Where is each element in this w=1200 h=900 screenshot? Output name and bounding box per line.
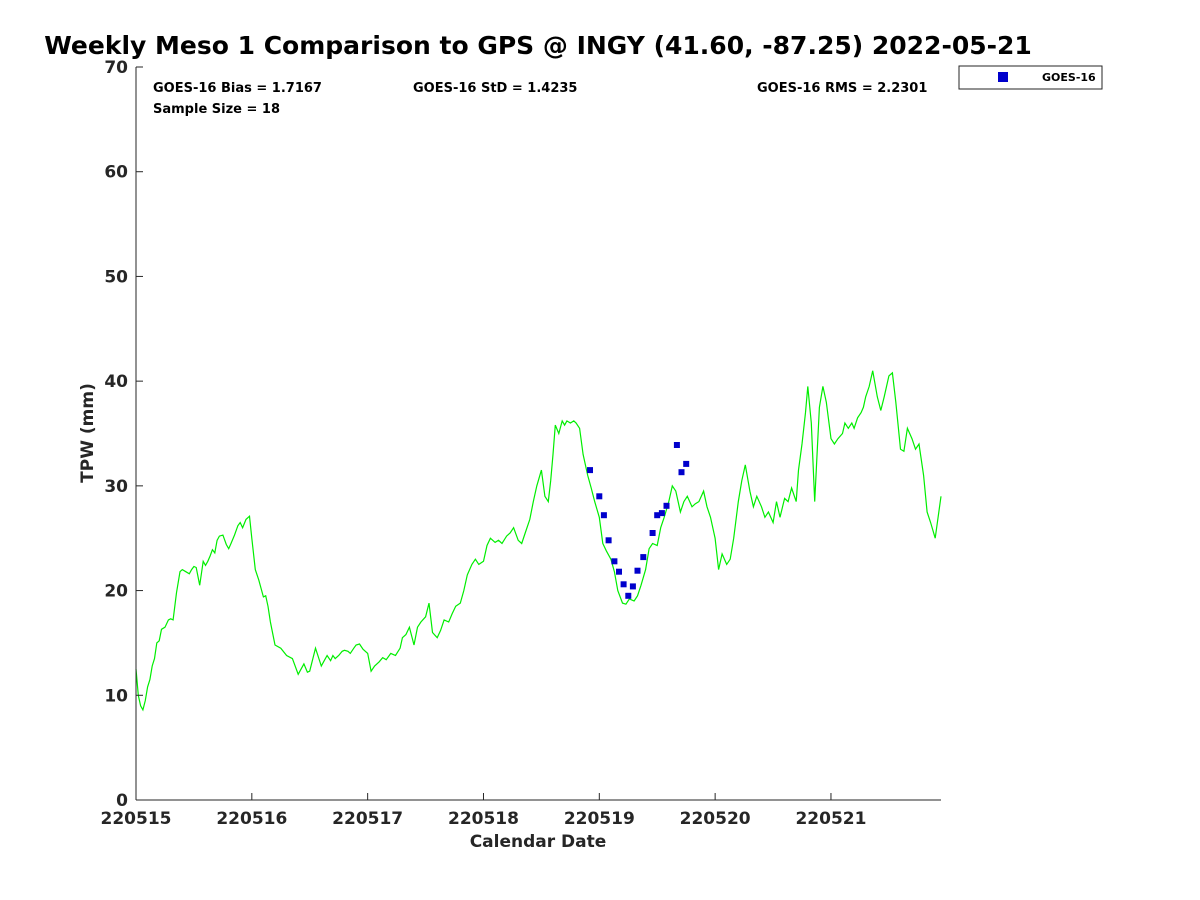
goes16-point: [654, 512, 661, 519]
stat-bias: GOES-16 Bias = 1.7167: [153, 81, 322, 96]
y-tick-label: 20: [104, 582, 128, 602]
x-axis-label: Calendar Date: [470, 832, 607, 852]
goes16-point: [649, 530, 656, 536]
y-tick-label: 30: [104, 477, 128, 497]
y-tick-label: 40: [104, 372, 128, 392]
gps-tpw-line: [135, 370, 942, 712]
legend-marker-goes16: [998, 72, 1008, 82]
goes16-point: [596, 493, 603, 500]
legend-box: [958, 65, 1103, 90]
chart-title: Weekly Meso 1 Comparison to GPS @ INGY (…: [44, 31, 1032, 60]
plot-background: [136, 67, 941, 800]
y-ticks: 0 10 20 30 40 50 60 70: [104, 58, 143, 811]
legend-label-goes16: GOES-16: [1042, 71, 1096, 84]
y-tick-label: 70: [104, 58, 128, 78]
goes16-point: [605, 537, 612, 544]
x-tick-label: 220517: [332, 809, 403, 829]
x-tick-label: 220518: [448, 809, 519, 829]
y-tick-label: 50: [104, 267, 128, 287]
plot-area: 0 10 20 30 40 50 60 70 220515 220516 220517 220518…: [101, 58, 942, 829]
y-tick-label: 0: [116, 791, 128, 811]
goes16-point: [587, 467, 593, 474]
goes16-point: [683, 460, 690, 467]
goes16-point: [600, 512, 607, 519]
goes16-markers-layer: [587, 442, 690, 599]
y-axis-label: TPW (mm): [78, 383, 98, 483]
goes16-point: [616, 568, 622, 575]
goes16-point: [620, 581, 627, 588]
goes16-point: [625, 592, 632, 599]
gps-line-layer: [135, 370, 942, 712]
y-tick-label: 60: [104, 163, 128, 183]
goes16-point: [634, 567, 641, 574]
stat-std: GOES-16 StD = 1.4235: [413, 81, 577, 96]
goes16-point: [658, 510, 665, 517]
goes16-point: [673, 442, 680, 448]
x-tick-label: 220519: [564, 809, 635, 829]
goes16-point: [678, 469, 685, 476]
stat-sample-size: Sample Size = 18: [153, 102, 280, 117]
legend: GOES-16: [958, 65, 1103, 90]
x-tick-label: 220520: [680, 809, 751, 829]
goes16-point: [640, 554, 647, 561]
stat-rms: GOES-16 RMS = 2.2301: [757, 81, 927, 96]
x-tick-label: 220515: [101, 809, 172, 829]
x-tick-label: 220516: [216, 809, 287, 829]
goes16-point: [629, 583, 636, 590]
goes16-point: [611, 558, 618, 565]
y-tick-label: 10: [104, 686, 128, 706]
goes16-point: [663, 502, 670, 509]
x-ticks: 220515 220516 220517 220518 220519 220520 2205…: [101, 793, 866, 829]
x-tick-label: 220521: [795, 809, 866, 829]
